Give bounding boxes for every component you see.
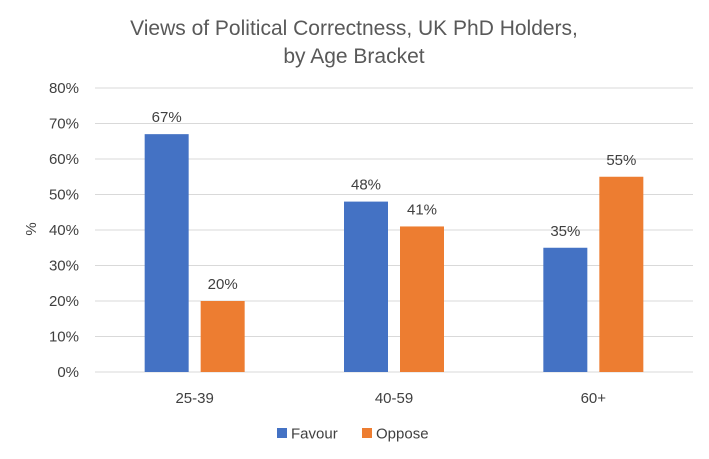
data-label-favour-40-59: 48% <box>351 177 381 194</box>
legend-swatch-favour <box>277 428 287 438</box>
x-axis-ticks: 25-39 40-59 60+ <box>175 390 606 407</box>
y-axis-label: % <box>23 222 40 235</box>
data-label-favour-60+: 35% <box>550 223 580 240</box>
y-axis-ticks: 0% 10% 20% 30% 40% 50% 60% 70% 80% <box>49 80 79 381</box>
gridlines <box>95 87 693 373</box>
bar-oppose-40-59 <box>400 226 444 372</box>
x-tick-label: 40-59 <box>375 390 413 407</box>
y-tick-label: 40% <box>49 222 79 239</box>
data-label-favour-25-39: 67% <box>152 109 182 126</box>
data-labels: 67% 20% 48% 41% 35% 55% <box>152 109 637 293</box>
legend-label-favour: Favour <box>291 426 338 443</box>
y-tick-label: 30% <box>49 258 79 275</box>
y-tick-label: 10% <box>49 329 79 346</box>
legend-swatch-oppose <box>362 428 372 438</box>
legend: Favour Oppose <box>277 426 429 443</box>
bar-oppose-25-39 <box>200 301 245 372</box>
bar-favour-25-39 <box>144 134 189 372</box>
bar-oppose-60+ <box>599 176 644 372</box>
data-label-oppose-60+: 55% <box>606 152 636 169</box>
data-label-oppose-40-59: 41% <box>407 201 437 218</box>
y-tick-label: 70% <box>49 116 79 133</box>
chart-title-line-1: Views of Political Correctness, UK PhD H… <box>130 17 578 40</box>
legend-label-oppose: Oppose <box>376 426 429 443</box>
data-label-oppose-25-39: 20% <box>208 276 238 293</box>
y-tick-label: 20% <box>49 293 79 310</box>
y-tick-label: 60% <box>49 151 79 168</box>
bar-favour-60+ <box>543 247 588 372</box>
chart-title-line-2: by Age Bracket <box>283 45 424 68</box>
y-tick-label: 50% <box>49 187 79 204</box>
bar-favour-40-59 <box>344 201 388 372</box>
bars <box>144 134 644 372</box>
x-tick-label: 60+ <box>581 390 607 407</box>
x-tick-label: 25-39 <box>175 390 213 407</box>
y-tick-label: 80% <box>49 80 79 97</box>
y-tick-label: 0% <box>57 364 79 381</box>
